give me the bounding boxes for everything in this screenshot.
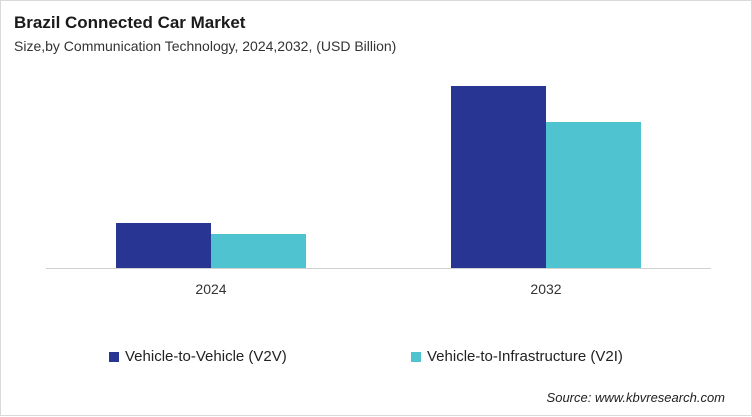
chart-title: Brazil Connected Car Market	[14, 13, 246, 32]
bar-v2i-2024	[211, 234, 306, 268]
legend-swatch-v2i	[411, 351, 421, 362]
source-note: Source: www.kbvresearch.com	[546, 390, 725, 405]
chart-subtitle: Size,by Communication Technology, 2024,2…	[14, 38, 397, 54]
x-tick-label: 2024	[195, 281, 226, 297]
legend-item-v2v: Vehicle-to-Vehicle (V2V)	[109, 348, 287, 365]
bar-v2v-2024	[116, 223, 211, 268]
legend-swatch-v2v	[109, 351, 119, 362]
legend-label-v2v: Vehicle-to-Vehicle (V2V)	[125, 348, 287, 365]
legend-label-v2i: Vehicle-to-Infrastructure (V2I)	[427, 348, 623, 365]
legend-item-v2i: Vehicle-to-Infrastructure (V2I)	[411, 348, 623, 365]
x-tick-label: 2032	[530, 281, 561, 297]
bar-v2i-2032	[546, 122, 641, 268]
bar-v2v-2032	[451, 86, 546, 268]
